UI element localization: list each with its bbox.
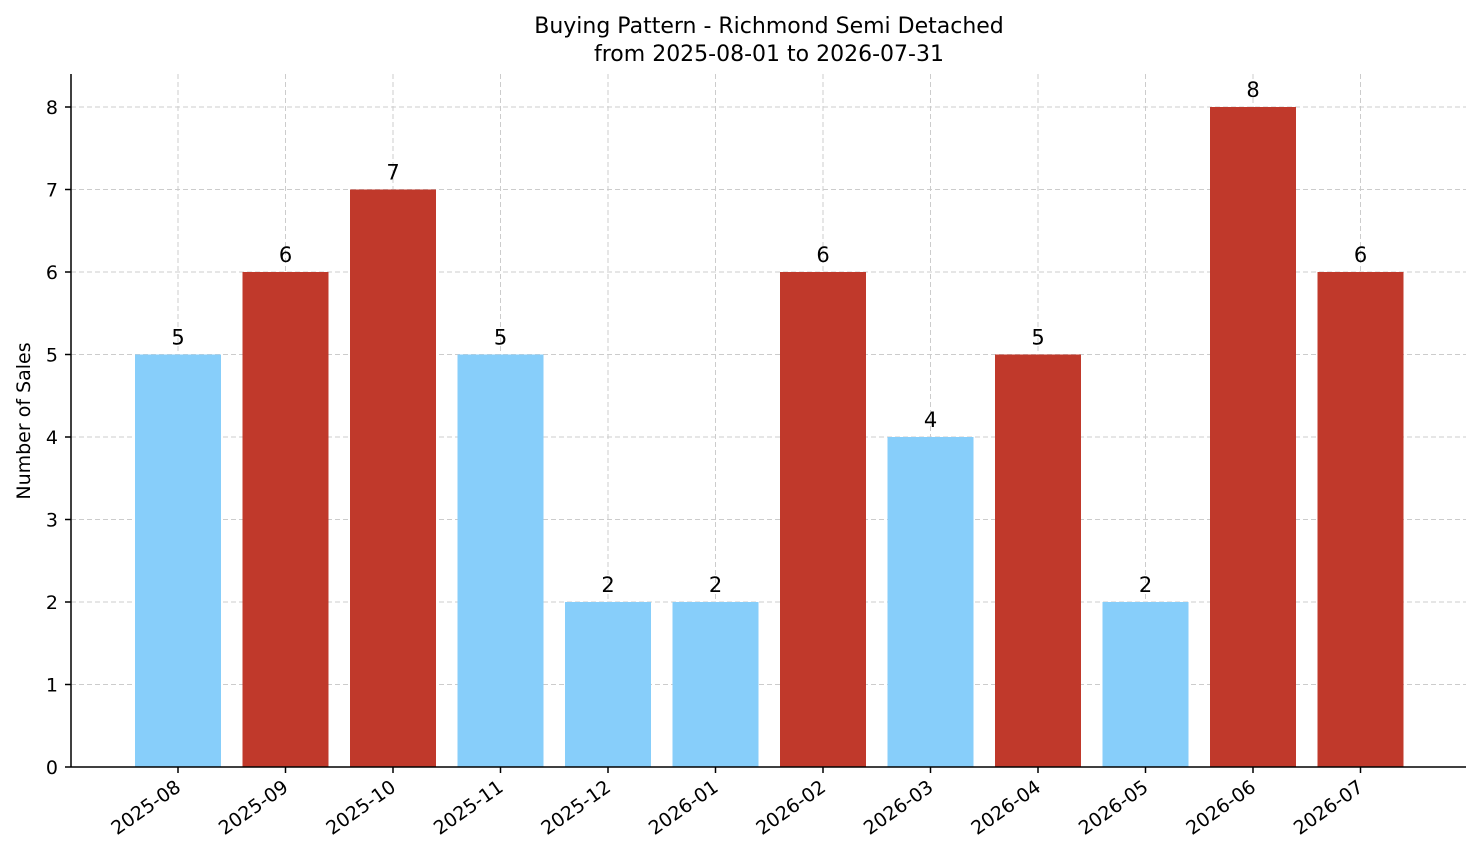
x-tick-label: 2026-01 — [645, 776, 723, 840]
data-label: 6 — [816, 243, 829, 267]
chart-subtitle: from 2025-08-01 to 2026-07-31 — [594, 42, 944, 67]
data-label: 6 — [1354, 243, 1367, 267]
data-label: 2 — [709, 573, 722, 597]
y-tick-label: 1 — [46, 675, 58, 697]
x-tick-label: 2025-08 — [107, 776, 185, 840]
bar — [135, 354, 221, 767]
y-tick-label: 3 — [46, 510, 58, 532]
x-tick-label: 2025-11 — [430, 776, 508, 840]
y-tick-label: 4 — [46, 427, 58, 449]
data-label: 5 — [1031, 326, 1044, 350]
data-label: 5 — [494, 326, 507, 350]
bar — [672, 602, 759, 767]
axes — [65, 74, 1466, 773]
x-tick-label: 2026-05 — [1075, 776, 1153, 840]
x-tick-label: 2025-10 — [322, 776, 400, 840]
y-axis-label: Number of Sales — [13, 342, 35, 499]
y-tick-label: 0 — [46, 757, 58, 779]
bars — [135, 107, 1404, 767]
data-label: 2 — [1139, 573, 1152, 597]
chart-title: Buying Pattern - Richmond Semi Detached — [534, 14, 1004, 39]
bar — [887, 437, 974, 767]
bar — [350, 189, 436, 767]
bar — [565, 602, 651, 767]
x-tick-label: 2025-09 — [215, 776, 293, 840]
bar — [995, 354, 1081, 767]
data-label: 5 — [171, 326, 184, 350]
x-tick-label: 2026-07 — [1290, 776, 1368, 840]
y-tick-label: 6 — [46, 262, 58, 284]
data-label: 4 — [924, 408, 937, 432]
bar — [780, 272, 866, 767]
y-tick-label: 7 — [46, 180, 58, 202]
bar — [1317, 272, 1404, 767]
x-tick-label: 2026-06 — [1182, 776, 1260, 840]
x-tick-label: 2025-12 — [537, 776, 615, 840]
bar — [457, 354, 544, 767]
bar — [242, 272, 329, 767]
data-label: 2 — [601, 573, 614, 597]
data-label: 8 — [1246, 78, 1259, 102]
y-tick-label: 8 — [46, 97, 58, 119]
x-tick-label: 2026-03 — [860, 776, 938, 840]
bar — [1210, 107, 1296, 767]
data-label: 6 — [279, 243, 292, 267]
bar — [1102, 602, 1189, 767]
x-tick-label: 2026-02 — [752, 776, 830, 840]
x-tick-label: 2026-04 — [967, 776, 1045, 840]
data-label: 7 — [386, 161, 399, 185]
y-tick-label: 5 — [46, 345, 58, 367]
y-tick-label: 2 — [46, 592, 58, 614]
